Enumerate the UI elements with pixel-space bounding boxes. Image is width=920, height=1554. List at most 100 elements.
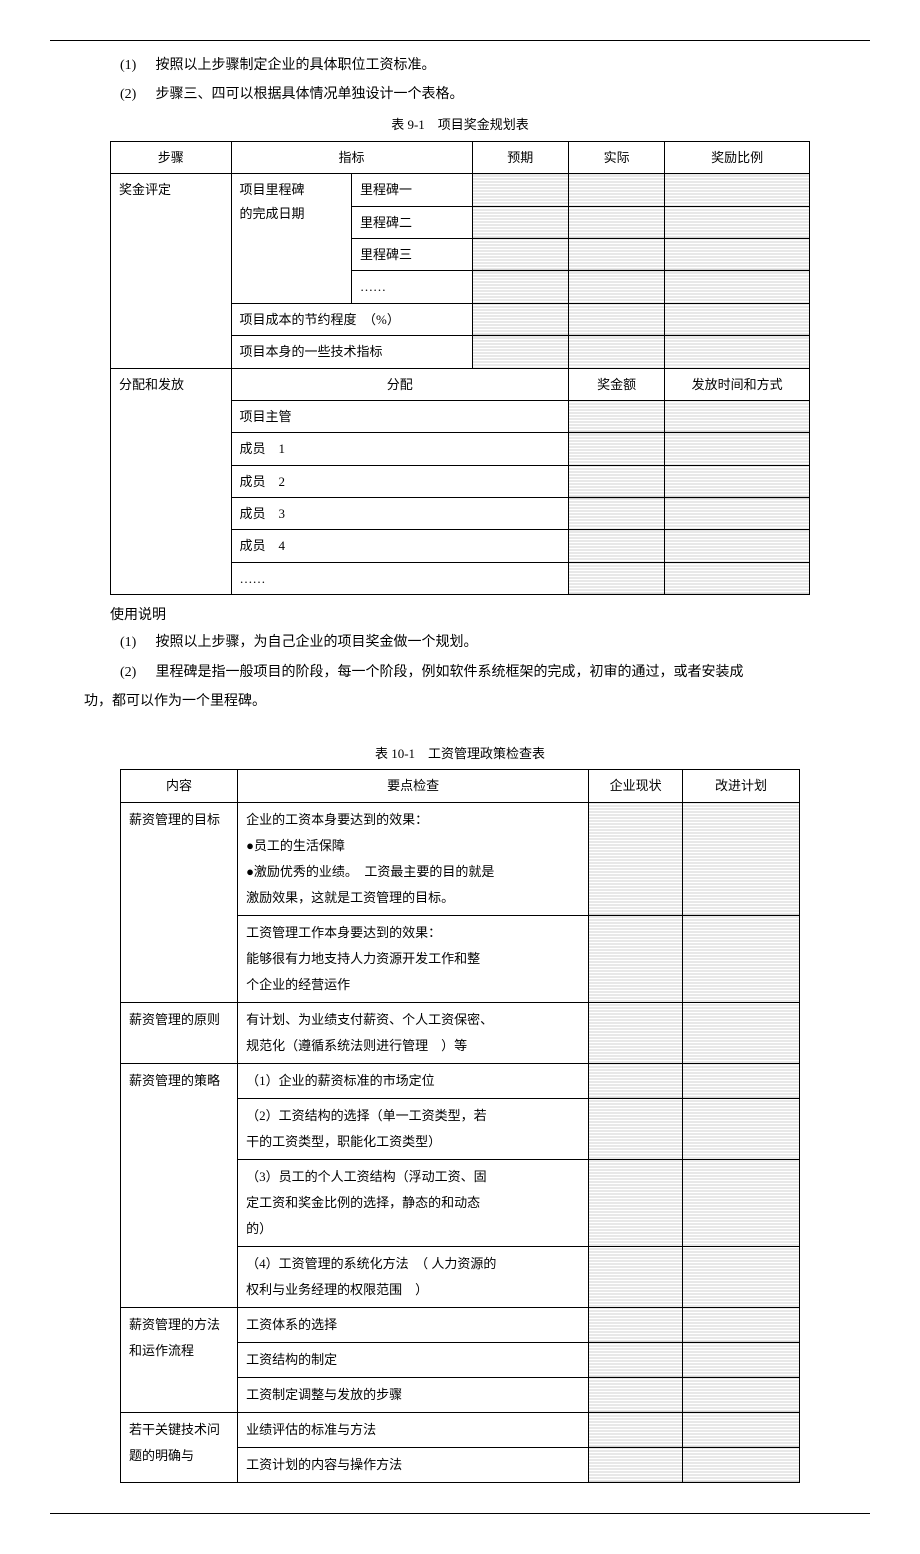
- t9-more: ……: [231, 562, 568, 594]
- usage-num-2: (2): [120, 660, 152, 685]
- t9-h-expected: 预期: [472, 141, 568, 173]
- usage-item-1: (1) 按照以上步骤，为自己企业的项目奖金做一个规划。: [50, 630, 870, 655]
- t10-r5-plan: [682, 1098, 799, 1159]
- t10-r3-check: 有计划、为业绩支付薪资、个人工资保密、 规范化（遵循系统法则进行管理 ）等: [238, 1002, 589, 1063]
- t10-keytech: 若干关键技术问题的明确与: [121, 1412, 238, 1482]
- t9-h-ratio: 奖励比例: [665, 141, 810, 173]
- t10-r5-check: （2）工资结构的选择（单一工资类型，若 干的工资类型，职能化工资类型）: [238, 1098, 589, 1159]
- t10-r12-check: 工资计划的内容与操作方法: [238, 1447, 589, 1482]
- t10-r10-plan: [682, 1377, 799, 1412]
- t9-r10-amt: [568, 465, 664, 497]
- t10-r4-plan: [682, 1063, 799, 1098]
- t9-r6-ratio: [665, 336, 810, 368]
- t9-r1-act: [568, 174, 664, 206]
- t9-h-indicator: 指标: [231, 141, 472, 173]
- t10-r11-status: [589, 1412, 683, 1447]
- t10-h-status: 企业现状: [589, 770, 683, 802]
- t9-r2-ratio: [665, 206, 810, 238]
- t10-r6-check: （3）员工的个人工资结构（浮动工资、固 定工资和奖金比例的选择，静态的和动态 的…: [238, 1159, 589, 1246]
- t9-alloc: 分配: [231, 368, 568, 400]
- t9-ms-more: ……: [352, 271, 473, 303]
- t10-r8-plan: [682, 1307, 799, 1342]
- bottom-rule: [50, 1513, 870, 1514]
- list-text-2: 步骤三、四可以根据具体情况单独设计一个表格。: [156, 87, 464, 102]
- t10-r9-status: [589, 1342, 683, 1377]
- t9-r4-exp: [472, 271, 568, 303]
- t10-r12-plan: [682, 1447, 799, 1482]
- table-9-1: 步骤 指标 预期 实际 奖励比例 奖金评定 项目里程碑 的完成日期 里程碑一 里…: [110, 141, 810, 595]
- t9-row-7: 分配和发放 分配 奖金额 发放时间和方式: [111, 368, 810, 400]
- t9-tech-indicator: 项目本身的一些技术指标: [231, 336, 472, 368]
- t9-cost-saving: 项目成本的节约程度 （%）: [231, 303, 472, 335]
- t10-goal: 薪资管理的目标: [121, 802, 238, 1002]
- t10-r7-plan: [682, 1246, 799, 1307]
- t9-r11-tm: [665, 498, 810, 530]
- t10-r1-status: [589, 802, 683, 915]
- t10-r9-plan: [682, 1342, 799, 1377]
- t9-r4-act: [568, 271, 664, 303]
- table-10-1: 内容 要点检查 企业现状 改进计划 薪资管理的目标 企业的工资本身要达到的效果：…: [120, 769, 800, 1482]
- t9-r3-act: [568, 238, 664, 270]
- t9-row-1: 奖金评定 项目里程碑 的完成日期 里程碑一: [111, 174, 810, 206]
- t10-header-row: 内容 要点检查 企业现状 改进计划: [121, 770, 800, 802]
- t9-m2: 成员 2: [231, 465, 568, 497]
- t9-r12-tm: [665, 530, 810, 562]
- t10-principle: 薪资管理的原则: [121, 1002, 238, 1063]
- t10-r6-plan: [682, 1159, 799, 1246]
- t10-row-4: 薪资管理的策略 （1）企业的薪资标准的市场定位: [121, 1063, 800, 1098]
- t9-h-step: 步骤: [111, 141, 232, 173]
- t9-r6-exp: [472, 336, 568, 368]
- t9-r10-tm: [665, 465, 810, 497]
- t10-h-checkpoints: 要点检查: [238, 770, 589, 802]
- t10-h-content: 内容: [121, 770, 238, 802]
- usage-num-1: (1): [120, 630, 152, 655]
- t9-m3: 成员 3: [231, 498, 568, 530]
- t10-row-3: 薪资管理的原则 有计划、为业绩支付薪资、个人工资保密、 规范化（遵循系统法则进行…: [121, 1002, 800, 1063]
- t9-r5-ratio: [665, 303, 810, 335]
- t10-r2-status: [589, 915, 683, 1002]
- usage-item-2: (2) 里程碑是指一般项目的阶段，每一个阶段，例如软件系统框架的完成，初审的通过…: [50, 660, 870, 685]
- top-rule: [50, 40, 870, 41]
- t10-r10-check: 工资制定调整与发放的步骤: [238, 1377, 589, 1412]
- t9-r2-exp: [472, 206, 568, 238]
- t10-r1-check: 企业的工资本身要达到的效果： ●员工的生活保障 ●激励优秀的业绩。 工资最主要的…: [238, 802, 589, 915]
- t10-r2-plan: [682, 915, 799, 1002]
- t10-r11-plan: [682, 1412, 799, 1447]
- t9-r5-act: [568, 303, 664, 335]
- t9-ms2: 里程碑二: [352, 206, 473, 238]
- t9-r5-exp: [472, 303, 568, 335]
- usage-text-2: 里程碑是指一般项目的阶段，每一个阶段，例如软件系统框架的完成，初审的通过，或者安…: [156, 665, 744, 680]
- t9-r3-exp: [472, 238, 568, 270]
- t9-dist: 分配和发放: [111, 368, 232, 595]
- t9-time-method: 发放时间和方式: [665, 368, 810, 400]
- t10-r7-status: [589, 1246, 683, 1307]
- t10-r9-check: 工资结构的制定: [238, 1342, 589, 1377]
- t10-r5-status: [589, 1098, 683, 1159]
- t9-amount: 奖金额: [568, 368, 664, 400]
- usage-text-1: 按照以上步骤，为自己企业的项目奖金做一个规划。: [156, 635, 478, 650]
- t9-ms3: 里程碑三: [352, 238, 473, 270]
- intro-item-2: (2) 步骤三、四可以根据具体情况单独设计一个表格。: [50, 82, 870, 107]
- list-num-2: (2): [120, 82, 152, 107]
- t10-r6-status: [589, 1159, 683, 1246]
- t9-r8-tm: [665, 400, 810, 432]
- t9-r2-act: [568, 206, 664, 238]
- t10-r10-status: [589, 1377, 683, 1412]
- t10-r4-status: [589, 1063, 683, 1098]
- t10-r4-check: （1）企业的薪资标准的市场定位: [238, 1063, 589, 1098]
- t9-r13-tm: [665, 562, 810, 594]
- t9-m1: 成员 1: [231, 433, 568, 465]
- t10-r2-check: 工资管理工作本身要达到的效果： 能够很有力地支持人力资源开发工作和整 个企业的经…: [238, 915, 589, 1002]
- t10-r1-plan: [682, 802, 799, 915]
- t10-r11-check: 业绩评估的标准与方法: [238, 1412, 589, 1447]
- t10-row-1: 薪资管理的目标 企业的工资本身要达到的效果： ●员工的生活保障 ●激励优秀的业绩…: [121, 802, 800, 915]
- t9-ms1: 里程碑一: [352, 174, 473, 206]
- t9-r1-exp: [472, 174, 568, 206]
- t9-header-row: 步骤 指标 预期 实际 奖励比例: [111, 141, 810, 173]
- intro-item-1: (1) 按照以上步骤制定企业的具体职位工资标准。: [50, 53, 870, 78]
- t9-r1-ratio: [665, 174, 810, 206]
- t10-strategy: 薪资管理的策略: [121, 1063, 238, 1307]
- t10-r7-check: （4）工资管理的系统化方法 （ 人力资源的 权利与业务经理的权限范围 ）: [238, 1246, 589, 1307]
- usage-label: 使用说明: [50, 603, 870, 628]
- t10-r3-status: [589, 1002, 683, 1063]
